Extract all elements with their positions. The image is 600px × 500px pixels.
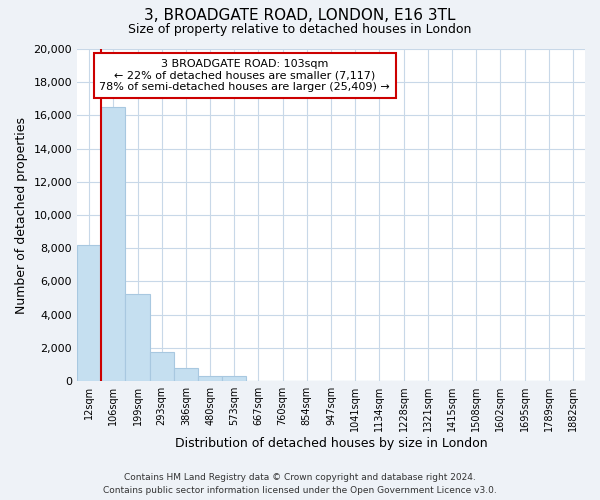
Bar <box>125 294 149 381</box>
Bar <box>198 376 222 381</box>
Text: 3 BROADGATE ROAD: 103sqm
← 22% of detached houses are smaller (7,117)
78% of sem: 3 BROADGATE ROAD: 103sqm ← 22% of detach… <box>99 59 390 92</box>
Bar <box>101 107 125 381</box>
Text: Size of property relative to detached houses in London: Size of property relative to detached ho… <box>128 22 472 36</box>
Y-axis label: Number of detached properties: Number of detached properties <box>15 116 28 314</box>
Text: 3, BROADGATE ROAD, LONDON, E16 3TL: 3, BROADGATE ROAD, LONDON, E16 3TL <box>144 8 456 22</box>
Bar <box>77 245 101 381</box>
Bar <box>222 376 247 381</box>
X-axis label: Distribution of detached houses by size in London: Distribution of detached houses by size … <box>175 437 487 450</box>
Text: Contains HM Land Registry data © Crown copyright and database right 2024.
Contai: Contains HM Land Registry data © Crown c… <box>103 474 497 495</box>
Bar <box>174 368 198 381</box>
Bar <box>149 352 174 381</box>
